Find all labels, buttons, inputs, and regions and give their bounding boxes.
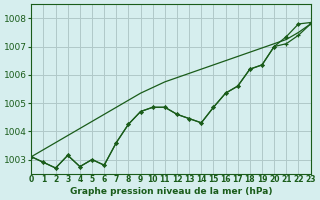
X-axis label: Graphe pression niveau de la mer (hPa): Graphe pression niveau de la mer (hPa) [70, 187, 272, 196]
